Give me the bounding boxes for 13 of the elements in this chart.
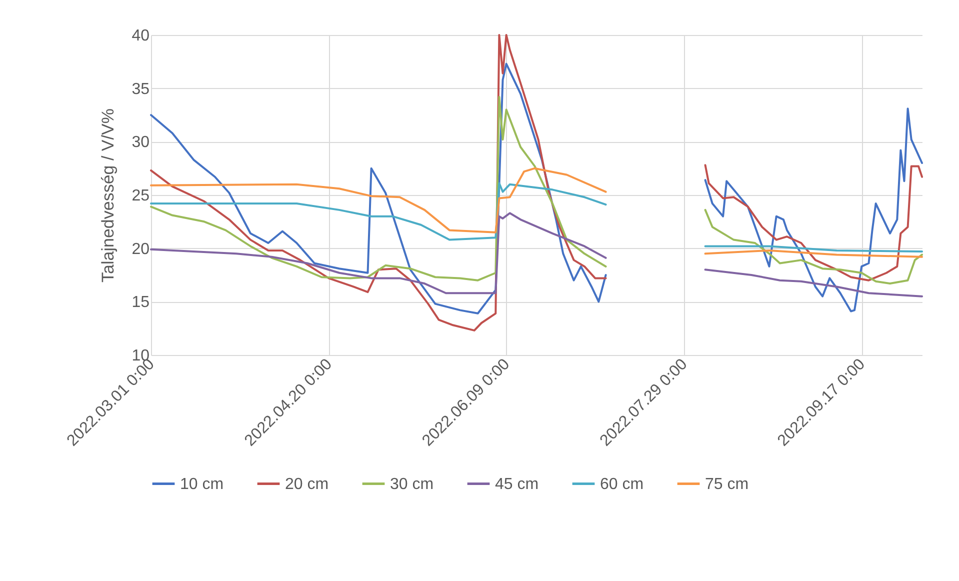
- y-axis-title: Talajnedvesség / V/V%: [98, 108, 118, 282]
- y-tick-label: 35: [132, 80, 150, 98]
- legend-label: 45 cm: [495, 476, 539, 493]
- legend-label: 10 cm: [180, 476, 224, 493]
- y-tick-label: 25: [132, 188, 150, 204]
- legend-label: 20 cm: [285, 476, 329, 493]
- y-tick-label: 20: [132, 240, 150, 258]
- legend-label: 30 cm: [390, 476, 434, 493]
- y-tick-label: 30: [132, 134, 150, 152]
- legend-label: 75 cm: [705, 476, 749, 493]
- y-tick-label: 15: [132, 294, 150, 312]
- y-tick-label: 40: [132, 28, 150, 44]
- legend-label: 60 cm: [600, 476, 644, 493]
